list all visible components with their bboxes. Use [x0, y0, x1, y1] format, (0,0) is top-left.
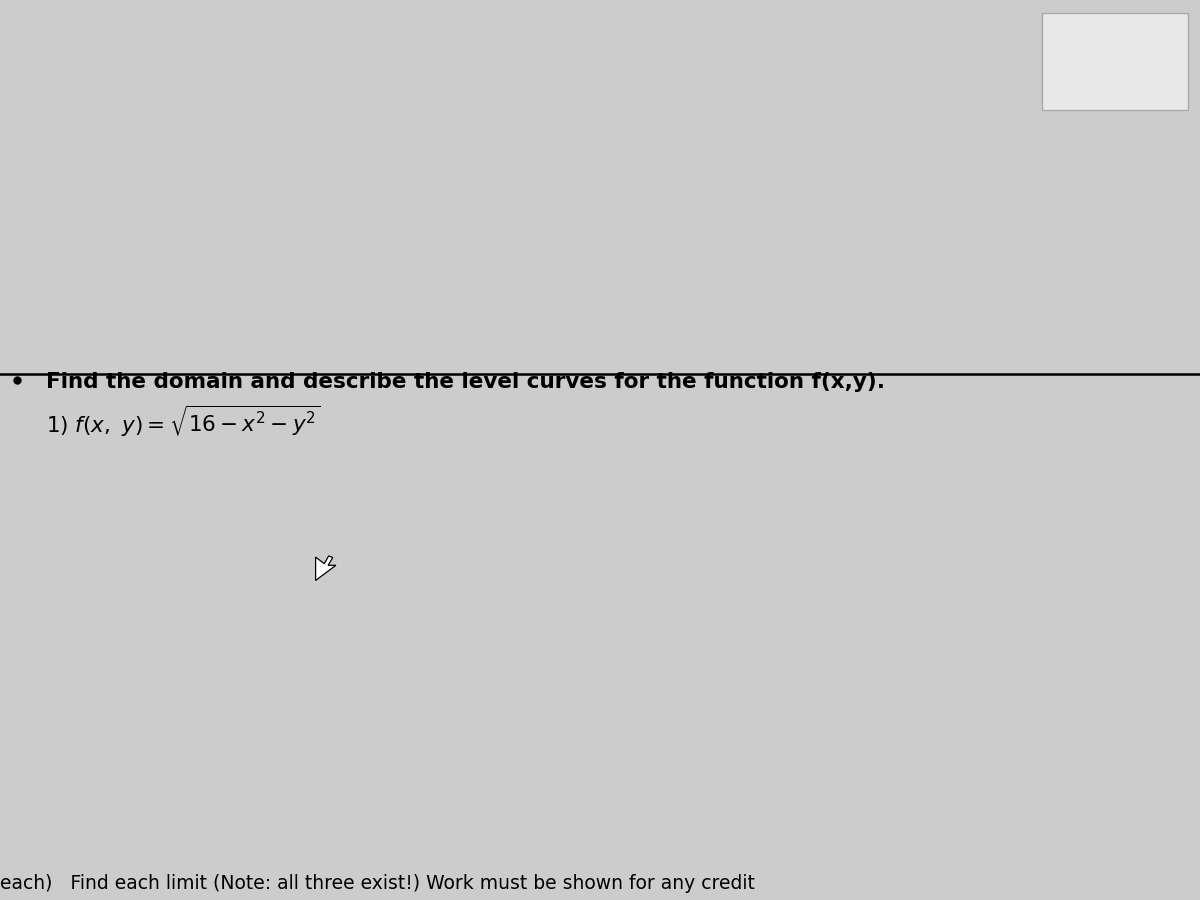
Text: Find the domain and describe the level curves for the function f(x,y).: Find the domain and describe the level c…: [46, 373, 884, 392]
Text: each)   Find each limit (Note: all three exist!) Work must be shown for any cred: each) Find each limit (Note: all three e…: [0, 874, 755, 893]
Text: 1) $f(x,\ y) = \sqrt{16 - x^2 - y^2}$: 1) $f(x,\ y) = \sqrt{16 - x^2 - y^2}$: [46, 403, 320, 439]
Polygon shape: [316, 556, 336, 581]
FancyBboxPatch shape: [1042, 13, 1188, 110]
